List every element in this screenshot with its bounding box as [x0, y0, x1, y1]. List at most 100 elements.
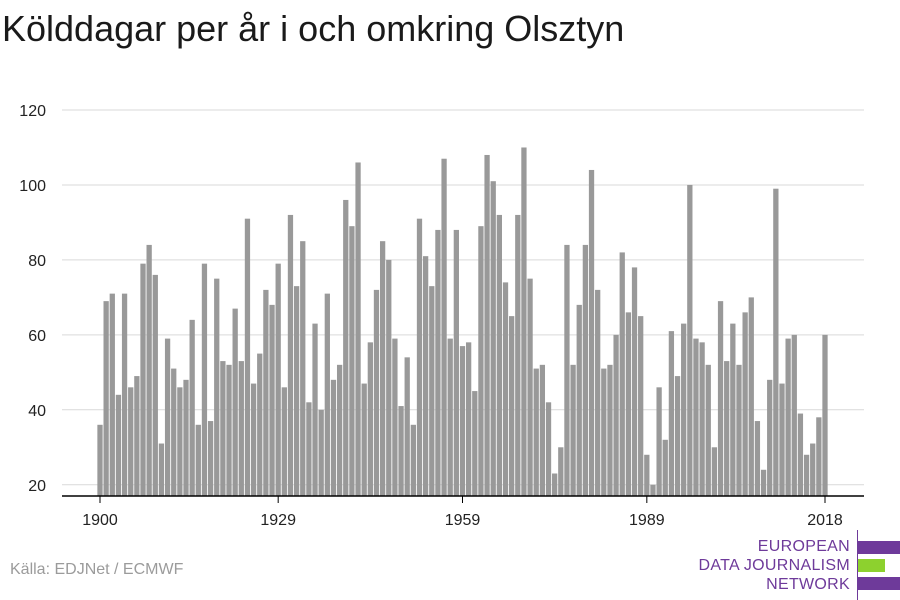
bar-2002 [724, 361, 730, 496]
bar-1979 [582, 244, 589, 496]
bar-1905 [128, 387, 134, 496]
logo-bar-purple-top [858, 541, 900, 554]
y-tick-label-120: 120 [19, 103, 46, 120]
bar-1990 [650, 484, 656, 496]
y-tick-label-60: 60 [28, 328, 46, 345]
bar-1939 [336, 364, 343, 496]
bar-1913 [177, 387, 183, 496]
bar-1955 [435, 229, 441, 497]
bar-1918 [207, 421, 214, 496]
bar-1969 [521, 147, 527, 497]
bar-1987 [631, 267, 638, 496]
bar-1943 [361, 383, 367, 496]
bar-2016 [810, 443, 816, 496]
bar-1907 [140, 263, 146, 496]
bar-1912 [171, 368, 177, 496]
bar-1953 [422, 256, 429, 496]
edjnet-logo: EUROPEAN DATA JOURNALISM NETWORK [699, 530, 900, 600]
x-tick-label-1989: 1989 [629, 512, 665, 529]
logo-line-3: NETWORK [766, 576, 850, 593]
bar-2003 [730, 323, 736, 496]
bar-1976 [564, 244, 570, 496]
bar-1964 [490, 181, 496, 496]
bar-1983 [607, 364, 613, 496]
bar-1962 [478, 226, 484, 497]
bar-1965 [496, 214, 502, 496]
logo-bar-purple-bottom [858, 577, 900, 590]
bar-2007 [754, 421, 761, 496]
bar-chart: 20 40 60 80 100 120 1900 1929 1959 1989 2018 [19, 103, 864, 529]
logo-bar-green [858, 559, 885, 572]
bar-1906 [134, 376, 140, 496]
bar-1914 [183, 379, 189, 496]
bar-1948 [392, 338, 398, 496]
logo-divider [857, 530, 858, 600]
x-tick-label-1929: 1929 [260, 512, 296, 529]
bar-2004 [736, 364, 742, 496]
bar-1995 [681, 323, 687, 496]
bar-2010 [773, 188, 779, 496]
bar-1992 [662, 439, 668, 496]
bar-1938 [330, 379, 337, 496]
bar-1947 [386, 259, 392, 496]
bar-1994 [674, 376, 681, 496]
logo-line-1: EUROPEAN [757, 538, 850, 555]
bar-1996 [687, 184, 693, 496]
bar-2001 [717, 301, 724, 496]
bar-1958 [453, 229, 459, 497]
bar-1909 [152, 274, 158, 496]
bar-1930 [281, 387, 287, 496]
bar-1929 [275, 263, 281, 496]
bar-1975 [558, 447, 564, 496]
bar-1952 [416, 218, 423, 496]
bar-1991 [656, 387, 662, 496]
bar-1924 [244, 218, 251, 496]
bar-1916 [195, 424, 201, 496]
bar-1902 [109, 293, 115, 496]
bar-1984 [613, 334, 619, 496]
bar-1980 [588, 169, 595, 496]
bar-1999 [705, 364, 711, 496]
bar-1926 [257, 353, 263, 496]
bar-1946 [379, 241, 386, 496]
bar-1993 [668, 331, 675, 496]
x-tick-label-1959: 1959 [445, 512, 481, 529]
bar-1989 [644, 454, 650, 496]
bar-1934 [306, 402, 312, 496]
y-axis-labels: 20 40 60 80 100 120 [19, 103, 46, 495]
bar-1967 [509, 316, 515, 496]
bar-1986 [625, 312, 632, 496]
bar-1966 [502, 282, 509, 496]
bar-1957 [447, 338, 453, 496]
bar-1900 [97, 424, 103, 496]
bar-2011 [779, 383, 785, 496]
bar-1928 [269, 304, 275, 496]
bar-1936 [318, 409, 324, 496]
bar-1940 [343, 199, 349, 496]
bar-1932 [293, 286, 300, 496]
bar-1944 [367, 342, 373, 496]
bar-1927 [263, 289, 269, 496]
bar-2015 [803, 454, 810, 496]
bar-1945 [373, 289, 380, 496]
bar-1920 [220, 361, 226, 496]
bar-1988 [638, 316, 644, 496]
bar-2013 [791, 334, 797, 496]
bar-1985 [619, 252, 625, 496]
bar-2008 [760, 469, 767, 496]
bar-1963 [484, 154, 490, 496]
bar-1925 [250, 383, 257, 496]
bar-1921 [226, 364, 232, 496]
y-tick-label-40: 40 [28, 403, 46, 420]
y-tick-label-100: 100 [19, 178, 46, 195]
bar-1997 [693, 338, 699, 496]
bar-2005 [742, 312, 748, 496]
bar-1917 [201, 263, 208, 496]
bar-1933 [300, 241, 306, 496]
bar-1954 [429, 286, 435, 496]
bar-1961 [472, 391, 478, 496]
bar-1959 [459, 346, 466, 496]
bar-1935 [312, 323, 318, 496]
bar-1968 [515, 214, 521, 496]
bar-1973 [545, 402, 552, 496]
